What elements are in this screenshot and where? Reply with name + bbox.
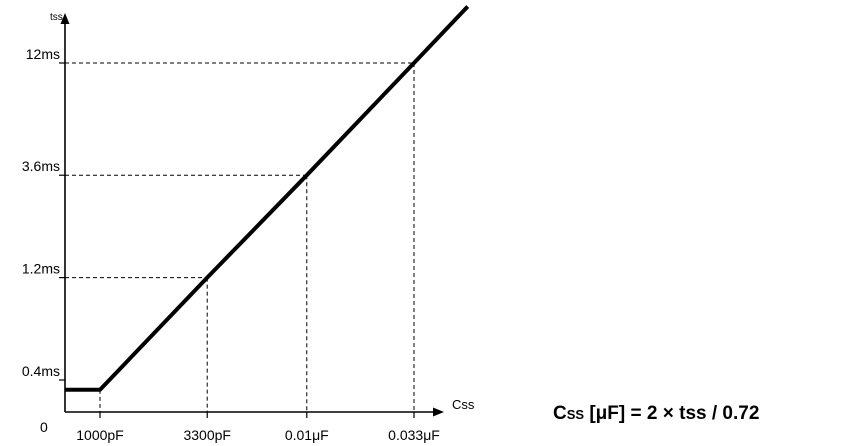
formula-prefix: C bbox=[553, 403, 567, 424]
tick-marks bbox=[59, 62, 415, 418]
series bbox=[65, 5, 470, 392]
x-tick-label-2: 0.01μF bbox=[285, 427, 329, 443]
y-tick-label-1: 1.2ms bbox=[22, 261, 60, 277]
y-axis-arrow bbox=[60, 13, 70, 24]
formula-rest: [μF] = 2 × tss / 0.72 bbox=[584, 403, 760, 424]
x-tick-label-0: 1000pF bbox=[76, 427, 123, 443]
x-axis-title: Css bbox=[452, 397, 475, 412]
y-tick-label-2: 3.6ms bbox=[22, 158, 60, 174]
guide-lines bbox=[65, 62, 415, 412]
x-axis-arrow bbox=[433, 407, 444, 417]
x-tick-label-1: 3300pF bbox=[183, 427, 230, 443]
y-axis-title: tss bbox=[50, 12, 63, 23]
y-tick-label-3: 12ms bbox=[26, 46, 60, 62]
series-line-0 bbox=[65, 5, 470, 392]
axes bbox=[60, 13, 444, 417]
formula: CSS [μF] = 2 × tss / 0.72 bbox=[553, 403, 759, 425]
y-tick-label-0: 0.4ms bbox=[22, 363, 60, 379]
tick-labels: 1000pF 3300pF 0.01μF 0.033μF 0.4ms 1.2ms 3.6ms… bbox=[22, 46, 440, 443]
origin-label: 0 bbox=[40, 419, 48, 435]
x-tick-label-3: 0.033μF bbox=[388, 427, 440, 443]
formula-subscript: SS bbox=[566, 407, 585, 422]
